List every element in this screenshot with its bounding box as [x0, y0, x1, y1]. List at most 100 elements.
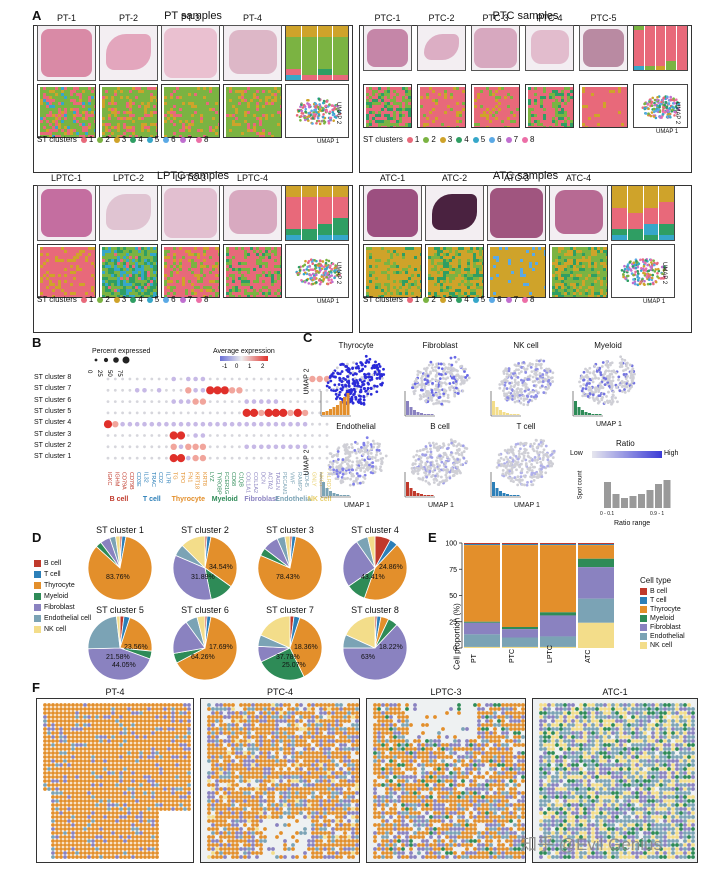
st-spot [253, 126, 256, 129]
st-spot [232, 247, 235, 250]
st-spot [206, 283, 209, 286]
st-spot [437, 280, 440, 283]
st-spot [399, 265, 402, 268]
st-spot [147, 280, 150, 283]
st-spot [474, 90, 477, 93]
st-spot [176, 286, 179, 289]
st-spot [76, 102, 79, 105]
st-spot [453, 96, 456, 99]
st-spot [182, 99, 185, 102]
st-spot [144, 102, 147, 105]
st-spot [594, 123, 597, 126]
st-spot [280, 271, 281, 274]
st-spot [558, 102, 561, 105]
umap-point [303, 105, 307, 108]
st-spot [218, 268, 219, 271]
legend-item: 6 [163, 135, 176, 144]
st-spot [141, 90, 144, 93]
st-spot [432, 96, 435, 99]
st-spot [369, 262, 372, 265]
st-spot [567, 126, 570, 127]
st-spot [70, 87, 73, 90]
st-spot [369, 274, 372, 277]
st-spot [470, 259, 473, 262]
st-spot [46, 102, 49, 105]
st-spot [111, 262, 114, 265]
st-spot [473, 250, 476, 253]
st-spot [176, 123, 179, 126]
st-spot [603, 105, 606, 108]
st-spot [483, 90, 486, 93]
st-spot [188, 289, 191, 292]
st-spot [111, 259, 114, 262]
st-spot [446, 247, 449, 250]
st-spot [277, 292, 280, 295]
st-spot [420, 277, 421, 280]
umap-point [322, 99, 326, 103]
st-spot [271, 120, 274, 123]
st-spot [126, 129, 129, 132]
st-spot [153, 135, 156, 137]
st-spot [456, 99, 459, 102]
st-spot [250, 277, 253, 280]
st-spot [52, 132, 55, 135]
st-spot [495, 123, 498, 126]
st-spot [129, 265, 132, 268]
st-spot [390, 277, 393, 280]
st-spot [446, 271, 449, 274]
st-spot [88, 247, 91, 250]
st-spot [585, 117, 588, 120]
lptc-st-map [223, 244, 282, 298]
st-spot [111, 274, 114, 277]
st-spot [144, 256, 147, 259]
st-spot [253, 283, 256, 286]
st-spot [253, 102, 256, 105]
st-spot [615, 102, 618, 105]
st-spot [200, 108, 203, 111]
umap-point [326, 105, 330, 108]
st-spot [461, 289, 464, 292]
st-spot [194, 129, 197, 132]
st-spot [91, 253, 94, 256]
pt-umap-mini [285, 84, 349, 138]
st-spot [203, 265, 206, 268]
st-spot [203, 283, 206, 286]
st-spot [135, 250, 138, 253]
st-spot [528, 105, 531, 108]
st-spot [498, 93, 501, 96]
st-spot [64, 105, 67, 108]
st-spot [49, 253, 52, 256]
st-spot [265, 108, 268, 111]
st-spot [372, 117, 375, 120]
st-spot [238, 126, 241, 129]
st-spot [135, 135, 138, 137]
st-spot [40, 90, 43, 93]
st-spot [206, 262, 209, 265]
st-spot [135, 274, 138, 277]
st-spot [191, 102, 194, 105]
st-spot [123, 105, 126, 108]
st-spot [58, 114, 61, 117]
st-spot [241, 295, 244, 297]
st-spot [185, 117, 188, 120]
st-spot [218, 126, 219, 129]
st-spot [164, 283, 167, 286]
st-spot [440, 283, 443, 286]
st-spot [226, 120, 229, 123]
st-spot [540, 117, 543, 120]
st-spot [516, 87, 519, 90]
st-spot [43, 99, 46, 102]
st-spot [268, 259, 271, 262]
umap-point [650, 104, 654, 108]
st-spot [105, 280, 108, 283]
st-spot [85, 283, 88, 286]
st-spot [203, 87, 206, 90]
st-spot [176, 129, 179, 132]
st-spot [262, 277, 265, 280]
st-spot [582, 108, 585, 111]
st-spot [561, 126, 564, 127]
umap-point [654, 109, 658, 113]
st-spot [102, 111, 105, 114]
st-spot [85, 292, 88, 295]
st-spot [185, 271, 188, 274]
